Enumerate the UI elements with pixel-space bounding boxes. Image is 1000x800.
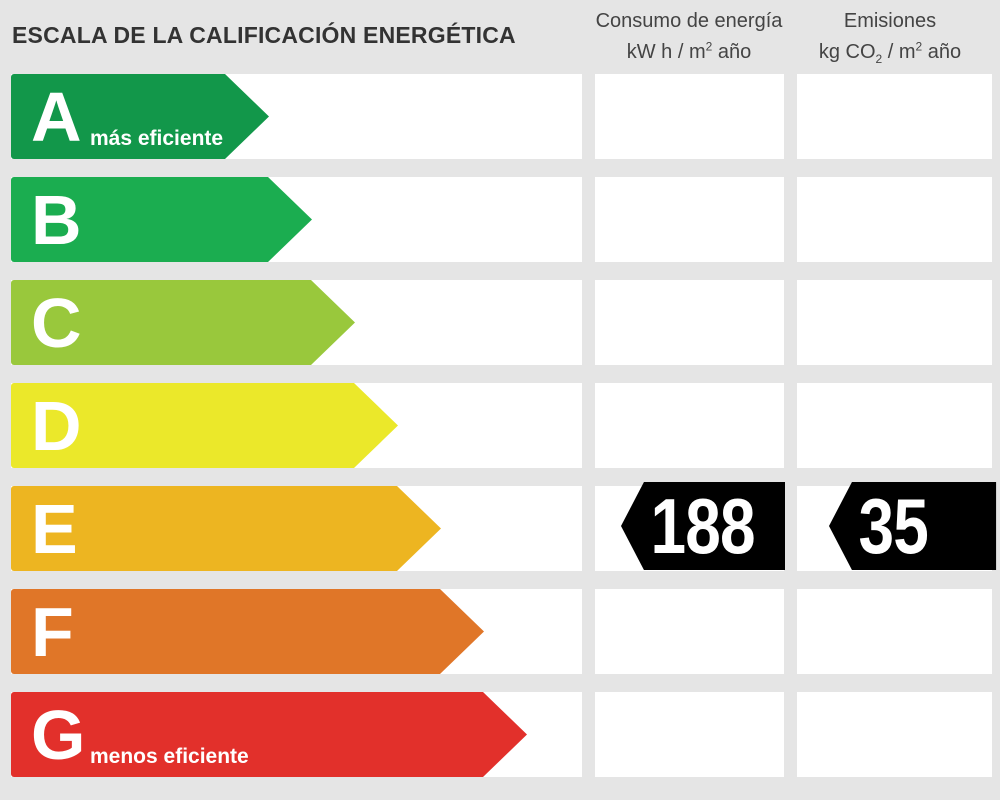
rating-row-e: E 188 35 xyxy=(0,482,1000,571)
emissions-value-cell xyxy=(797,280,992,365)
energy-unit-part: kW h / m xyxy=(626,41,706,63)
emissions-unit-per: / m xyxy=(882,41,916,63)
rating-sublabel: menos eficiente xyxy=(90,745,249,768)
energy-value-cell xyxy=(595,589,784,674)
energy-value-badge: 188 xyxy=(621,482,785,570)
energy-header-label: Consumo de energía xyxy=(595,10,783,32)
energy-header-unit: kW h / m2 año xyxy=(584,37,794,68)
emissions-unit-part: kg CO xyxy=(818,41,876,63)
energy-unit-year: año xyxy=(712,41,752,63)
rating-letter: D xyxy=(31,387,82,465)
emissions-value: 35 xyxy=(858,482,929,570)
rating-letter: A xyxy=(31,78,82,156)
rating-sublabel: más eficiente xyxy=(90,127,224,150)
rating-letter: B xyxy=(31,181,82,259)
rating-row-c: C xyxy=(0,280,1000,365)
rating-row-b: B xyxy=(0,177,1000,262)
emissions-value-cell xyxy=(797,589,992,674)
emissions-value-cell xyxy=(797,74,992,159)
rating-letter: F xyxy=(31,593,74,671)
rating-arrow-b: B xyxy=(11,177,312,262)
rating-letter: G xyxy=(31,696,86,774)
emissions-column-header: Emisiones kg CO2 / m2 año xyxy=(790,6,990,68)
energy-unit-sup: 2 xyxy=(705,39,713,54)
emissions-value-cell xyxy=(797,692,992,777)
rating-arrow-c: C xyxy=(11,280,355,365)
energy-value-cell xyxy=(595,383,784,468)
rating-arrow-e: E xyxy=(11,486,441,571)
emissions-header-label: Emisiones xyxy=(843,10,937,32)
emissions-unit-sup: 2 xyxy=(915,39,923,54)
energy-value: 188 xyxy=(650,482,756,570)
rating-arrow-d: D xyxy=(11,383,398,468)
energy-value-cell xyxy=(595,177,784,262)
rating-row-d: D xyxy=(0,383,1000,468)
energy-column-header: Consumo de energía kW h / m2 año xyxy=(584,6,794,68)
rating-letter: C xyxy=(31,284,82,362)
emissions-value-cell xyxy=(797,177,992,262)
rating-letter: E xyxy=(31,490,78,568)
energy-value-cell xyxy=(595,280,784,365)
rating-row-f: F xyxy=(0,589,1000,674)
title: ESCALA DE LA CALIFICACIÓN ENERGÉTICA xyxy=(12,22,516,48)
emissions-unit-sub: 2 xyxy=(875,52,883,66)
energy-value-cell xyxy=(595,692,784,777)
emissions-header-unit: kg CO2 / m2 año xyxy=(790,37,990,68)
emissions-value-badge: 35 xyxy=(829,482,997,570)
emissions-unit-year: año xyxy=(922,41,962,63)
emissions-value-cell xyxy=(797,383,992,468)
rating-arrow-f: F xyxy=(11,589,484,674)
energy-value-cell xyxy=(595,74,784,159)
